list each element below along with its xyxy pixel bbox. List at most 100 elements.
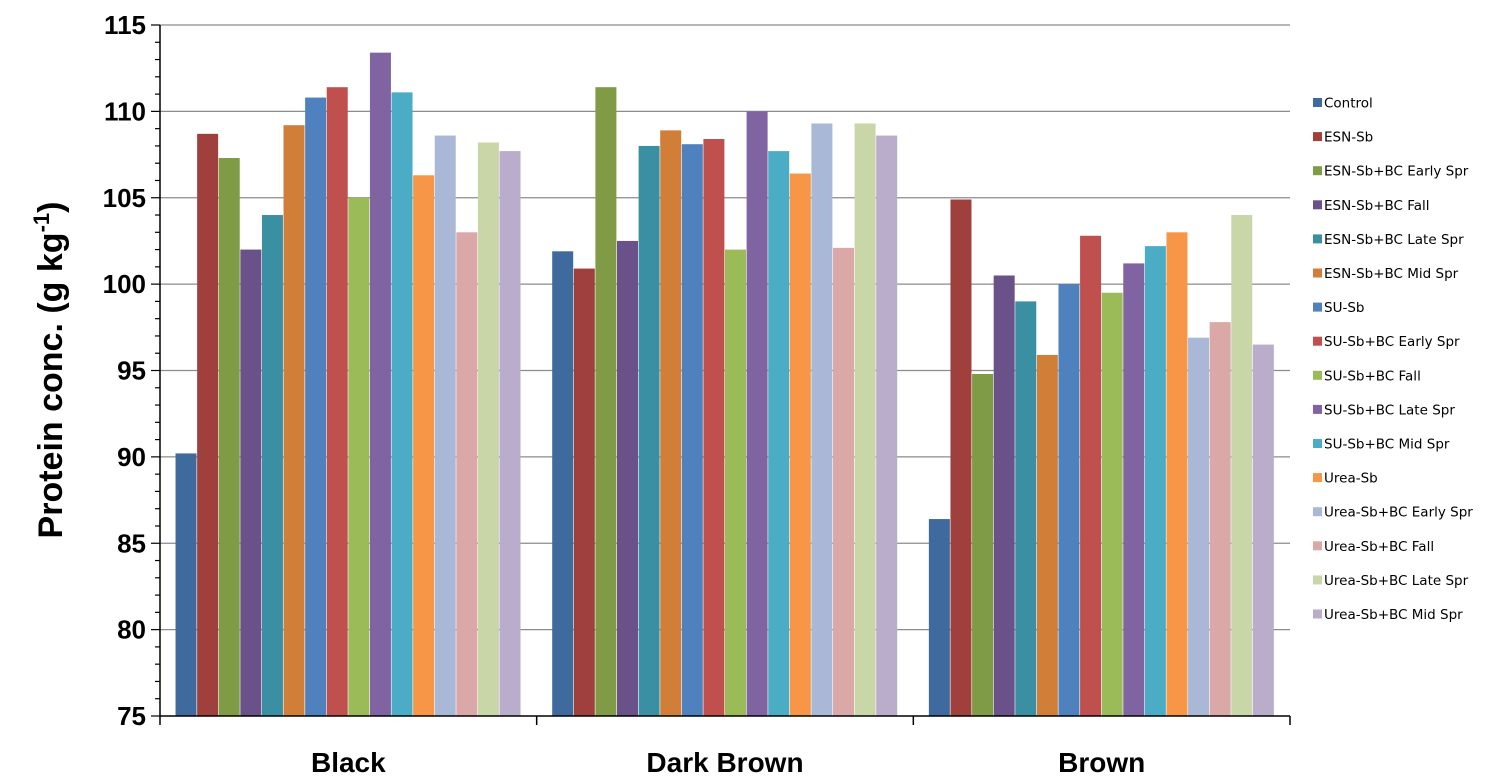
legend-swatch — [1313, 200, 1322, 210]
bar — [617, 240, 638, 716]
bar — [1231, 215, 1253, 716]
y-axis-label-close: ) — [32, 202, 70, 213]
y-axis-label: Protein conc. (g kg-1) — [29, 202, 70, 539]
legend-swatch — [1313, 268, 1322, 278]
category-label: Dark Brown — [646, 747, 803, 778]
legend-label: ESN-Sb+BC Fall — [1324, 198, 1430, 214]
y-tick-label: 85 — [117, 528, 146, 558]
y-tick-label: 90 — [117, 442, 146, 472]
legend-swatch — [1313, 404, 1322, 414]
y-tick-label: 115 — [104, 10, 146, 40]
bar — [725, 249, 746, 716]
y-tick-label: 95 — [117, 356, 146, 386]
legend-label: Urea-Sb — [1324, 471, 1378, 487]
legend-label: ESN-Sb+BC Early Spr — [1324, 164, 1469, 180]
bar — [391, 92, 413, 717]
bar — [703, 139, 725, 716]
legend-swatch — [1313, 609, 1322, 619]
bar — [768, 151, 790, 717]
bar — [573, 268, 595, 716]
legend-swatch — [1313, 234, 1322, 244]
legend-label: SU-Sb+BC Early Spr — [1324, 334, 1460, 350]
legend-swatch — [1313, 132, 1322, 142]
bar — [1166, 232, 1188, 717]
legend: Control ESN-Sb ESN-Sb+BC Early Spr ESN-Sb+B… — [1313, 96, 1473, 623]
bar — [434, 135, 456, 716]
legend-swatch — [1313, 336, 1322, 346]
bar — [456, 232, 478, 717]
bar — [746, 111, 768, 717]
bar — [477, 142, 499, 717]
bar — [833, 247, 854, 716]
bar — [261, 215, 283, 716]
legend-swatch — [1313, 439, 1322, 448]
y-tick-label: 75 — [117, 701, 146, 731]
bar — [175, 453, 197, 716]
bar — [305, 97, 327, 716]
y-tick-labels: 75 80 85 90 95 100 105 110 115 — [103, 10, 146, 731]
legend-label: Control — [1324, 96, 1373, 112]
legend-label: Urea-Sb+BC Mid Spr — [1324, 607, 1463, 623]
legend-label: ESN-Sb+BC Mid Spr — [1324, 266, 1459, 282]
legend-label: Urea-Sb+BC Fall — [1324, 539, 1434, 555]
legend-label: SU-Sb — [1324, 300, 1364, 316]
bar — [950, 199, 972, 717]
legend-label: Urea-Sb+BC Early Spr — [1324, 505, 1473, 521]
bar — [811, 123, 833, 717]
bar — [1188, 337, 1210, 716]
bar — [854, 123, 876, 717]
bar — [660, 130, 682, 716]
legend-swatch — [1313, 370, 1322, 380]
bar — [1080, 235, 1102, 716]
bar — [1015, 301, 1037, 716]
y-tick-label: 105 — [103, 183, 146, 213]
category-labels: Black Dark Brown Brown — [311, 747, 1145, 778]
legend-label: SU-Sb+BC Late Spr — [1324, 402, 1455, 418]
y-axis-label-main: Protein conc. (g kg — [32, 232, 70, 538]
bar — [993, 275, 1015, 716]
legend-swatch — [1313, 541, 1322, 551]
bar — [369, 52, 391, 716]
bar — [499, 151, 521, 717]
legend-swatch — [1313, 575, 1322, 585]
bar — [1123, 263, 1145, 716]
legend-swatch — [1313, 507, 1322, 517]
axes — [151, 24, 1291, 725]
legend-swatch — [1313, 98, 1322, 107]
legend-swatch — [1313, 473, 1322, 483]
bar — [876, 135, 898, 716]
bar — [789, 173, 811, 716]
legend-swatch — [1313, 166, 1322, 176]
legend-label: ESN-Sb — [1324, 130, 1373, 146]
bars — [175, 52, 1274, 717]
y-tick-label: 80 — [117, 615, 146, 645]
bar — [1058, 284, 1080, 717]
bar — [681, 144, 703, 716]
legend-label: SU-Sb+BC Fall — [1324, 368, 1421, 384]
bar — [348, 197, 370, 716]
y-tick-label: 110 — [104, 96, 146, 126]
bar — [638, 145, 660, 716]
bar — [928, 519, 950, 716]
y-axis-label-superscript: -1 — [29, 213, 54, 233]
bar — [326, 87, 348, 716]
bar — [197, 133, 219, 716]
bar — [1101, 292, 1123, 716]
legend-label: ESN-Sb+BC Late Spr — [1324, 232, 1464, 248]
category-label: Black — [311, 747, 386, 778]
bar — [1036, 354, 1058, 716]
legend-swatch — [1313, 302, 1322, 312]
legend-label: SU-Sb+BC Mid Spr — [1324, 437, 1450, 453]
category-label: Brown — [1058, 747, 1145, 778]
bar — [1144, 246, 1166, 716]
bar — [240, 249, 262, 716]
bar — [218, 158, 240, 716]
bar — [1209, 322, 1231, 716]
y-tick-label: 100 — [103, 269, 146, 299]
bar — [1252, 344, 1274, 716]
legend-label: Urea-Sb+BC Late Spr — [1324, 573, 1469, 589]
bar — [595, 87, 617, 716]
bar — [283, 125, 305, 716]
bar — [413, 175, 435, 717]
